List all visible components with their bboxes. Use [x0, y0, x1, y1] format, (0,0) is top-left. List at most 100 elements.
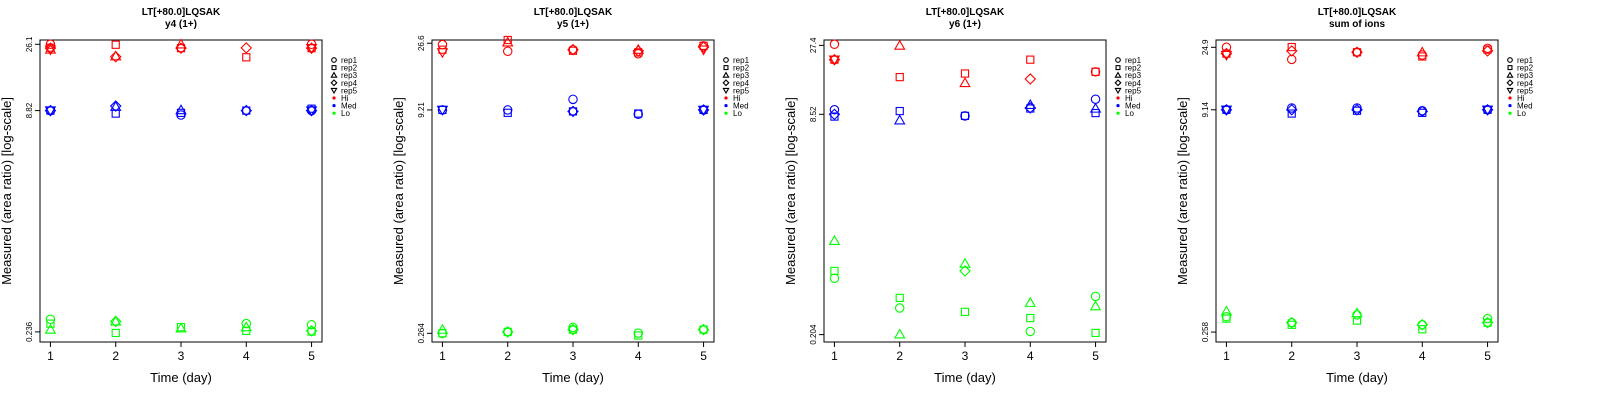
data-point-rep1-lo	[1482, 313, 1493, 324]
legend-symbol-rep4	[330, 79, 338, 87]
data-point-rep1-hi	[45, 39, 56, 50]
legend-symbol-rep3	[1506, 71, 1514, 78]
x-tick-label: 5	[1484, 349, 1491, 363]
data-point-rep4-med	[828, 108, 841, 121]
data-point-rep5-med	[1220, 105, 1233, 116]
data-point-rep5-hi	[828, 55, 841, 66]
data-point-rep1-med	[176, 110, 186, 120]
legend-symbol-rep5	[1114, 87, 1122, 95]
legend-dot-med	[332, 104, 336, 108]
data-point-rep4-med	[1024, 102, 1037, 114]
y-tick-label: 9.14	[1201, 101, 1210, 117]
chart-subtitle: y5 (1+)	[557, 19, 589, 30]
data-point-rep1-lo	[698, 324, 709, 335]
data-point-rep1-lo	[1417, 320, 1428, 330]
data-point-rep4-hi	[697, 41, 710, 53]
legend-symbol-rep3	[1114, 71, 1122, 78]
legend-symbol-rep2	[1115, 65, 1121, 71]
data-point-rep4-lo	[1416, 318, 1429, 331]
x-tick-label: 1	[831, 349, 838, 363]
data-point-rep2-hi	[438, 45, 447, 54]
data-point-rep1-lo	[1025, 326, 1036, 337]
data-point-rep1-lo	[1286, 317, 1297, 328]
legend-dot-lo	[1508, 111, 1512, 115]
legend-symbol-rep1	[1115, 57, 1121, 63]
data-point-rep4-lo	[697, 323, 710, 336]
legend-label: rep3	[1125, 71, 1142, 80]
data-point-rep3-med	[1024, 98, 1037, 110]
data-point-rep3-lo	[1089, 300, 1102, 311]
data-point-rep1-lo	[241, 318, 252, 329]
legend-label: Lo	[341, 109, 350, 118]
data-point-rep3-hi	[959, 76, 971, 88]
data-point-rep2-med	[503, 108, 512, 117]
data-point-rep2-med	[242, 106, 251, 115]
legend-dot-lo	[332, 111, 336, 115]
data-point-rep2-lo	[46, 319, 55, 328]
legend-symbol-rep1	[723, 57, 729, 63]
data-point-rep1-lo	[502, 327, 513, 337]
data-point-rep3-hi	[175, 38, 187, 49]
data-point-rep1-hi	[437, 39, 448, 50]
data-point-rep2-med	[176, 108, 186, 117]
y-axis-label: Measured (area ratio) [log-scale]	[783, 97, 798, 285]
x-tick-label: 4	[635, 349, 642, 363]
data-point-rep2-lo	[503, 327, 512, 337]
data-point-rep3-hi	[1416, 46, 1429, 57]
data-point-rep5-med	[1481, 105, 1494, 116]
legend-label: rep3	[1517, 71, 1534, 80]
data-point-rep3-lo	[1220, 305, 1233, 316]
legend-label: Med	[733, 102, 749, 111]
data-point-rep2-hi	[242, 53, 251, 62]
data-point-rep2-lo	[830, 266, 839, 276]
data-point-rep3-lo	[240, 321, 253, 332]
data-point-rep4-lo	[305, 325, 318, 337]
data-point-rep2-hi	[1026, 55, 1035, 64]
data-point-rep3-lo	[959, 257, 971, 268]
data-point-rep2-med	[568, 107, 578, 116]
data-point-rep5-hi	[305, 43, 318, 55]
x-tick-label: 1	[47, 349, 54, 363]
x-axis-label: Time (day)	[934, 370, 996, 385]
data-point-rep2-hi	[111, 40, 120, 49]
y-tick-label: 26.1	[25, 36, 34, 52]
data-point-rep3-lo	[893, 328, 906, 339]
data-point-rep1-lo	[306, 320, 317, 330]
data-point-rep4-hi	[240, 42, 253, 54]
data-point-rep5-hi	[436, 48, 449, 59]
data-point-rep2-lo	[111, 328, 120, 338]
data-point-rep3-lo	[44, 323, 57, 334]
data-point-rep2-med	[960, 111, 970, 120]
chart-subtitle: y4 (1+)	[165, 19, 197, 30]
data-point-rep4-lo	[1481, 316, 1494, 329]
x-tick-label: 2	[1288, 349, 1295, 363]
data-point-rep3-med	[893, 114, 906, 125]
legend-symbol-rep4	[1114, 79, 1122, 87]
legend-dot-med	[1508, 104, 1512, 108]
legend-label: rep1	[1517, 56, 1534, 65]
plot-frame	[1215, 39, 1499, 343]
legend-label: Lo	[1517, 109, 1526, 118]
x-tick-label: 2	[896, 349, 903, 363]
data-point-rep2-med	[1091, 108, 1100, 118]
legend-label: Med	[341, 102, 357, 111]
x-tick-label: 5	[1092, 349, 1099, 363]
data-point-rep2-lo	[1418, 325, 1427, 334]
data-point-rep2-lo	[895, 293, 904, 303]
data-point-rep1-med	[1352, 103, 1362, 113]
data-point-rep4-hi	[567, 43, 579, 56]
legend-label: rep1	[733, 56, 750, 65]
legend-symbol-rep2	[331, 65, 337, 71]
x-axis-label: Time (day)	[542, 370, 604, 385]
chart-title: LT[+80.0]LQSAK	[142, 7, 221, 18]
x-tick-label: 5	[308, 349, 315, 363]
y-tick-label: 8.82	[25, 102, 34, 118]
chart-title: LT[+80.0]LQSAK	[926, 7, 1005, 18]
legend-symbol-rep1	[1507, 57, 1513, 63]
data-point-rep2-lo	[1026, 313, 1035, 323]
legend-label: Hi	[341, 94, 349, 103]
